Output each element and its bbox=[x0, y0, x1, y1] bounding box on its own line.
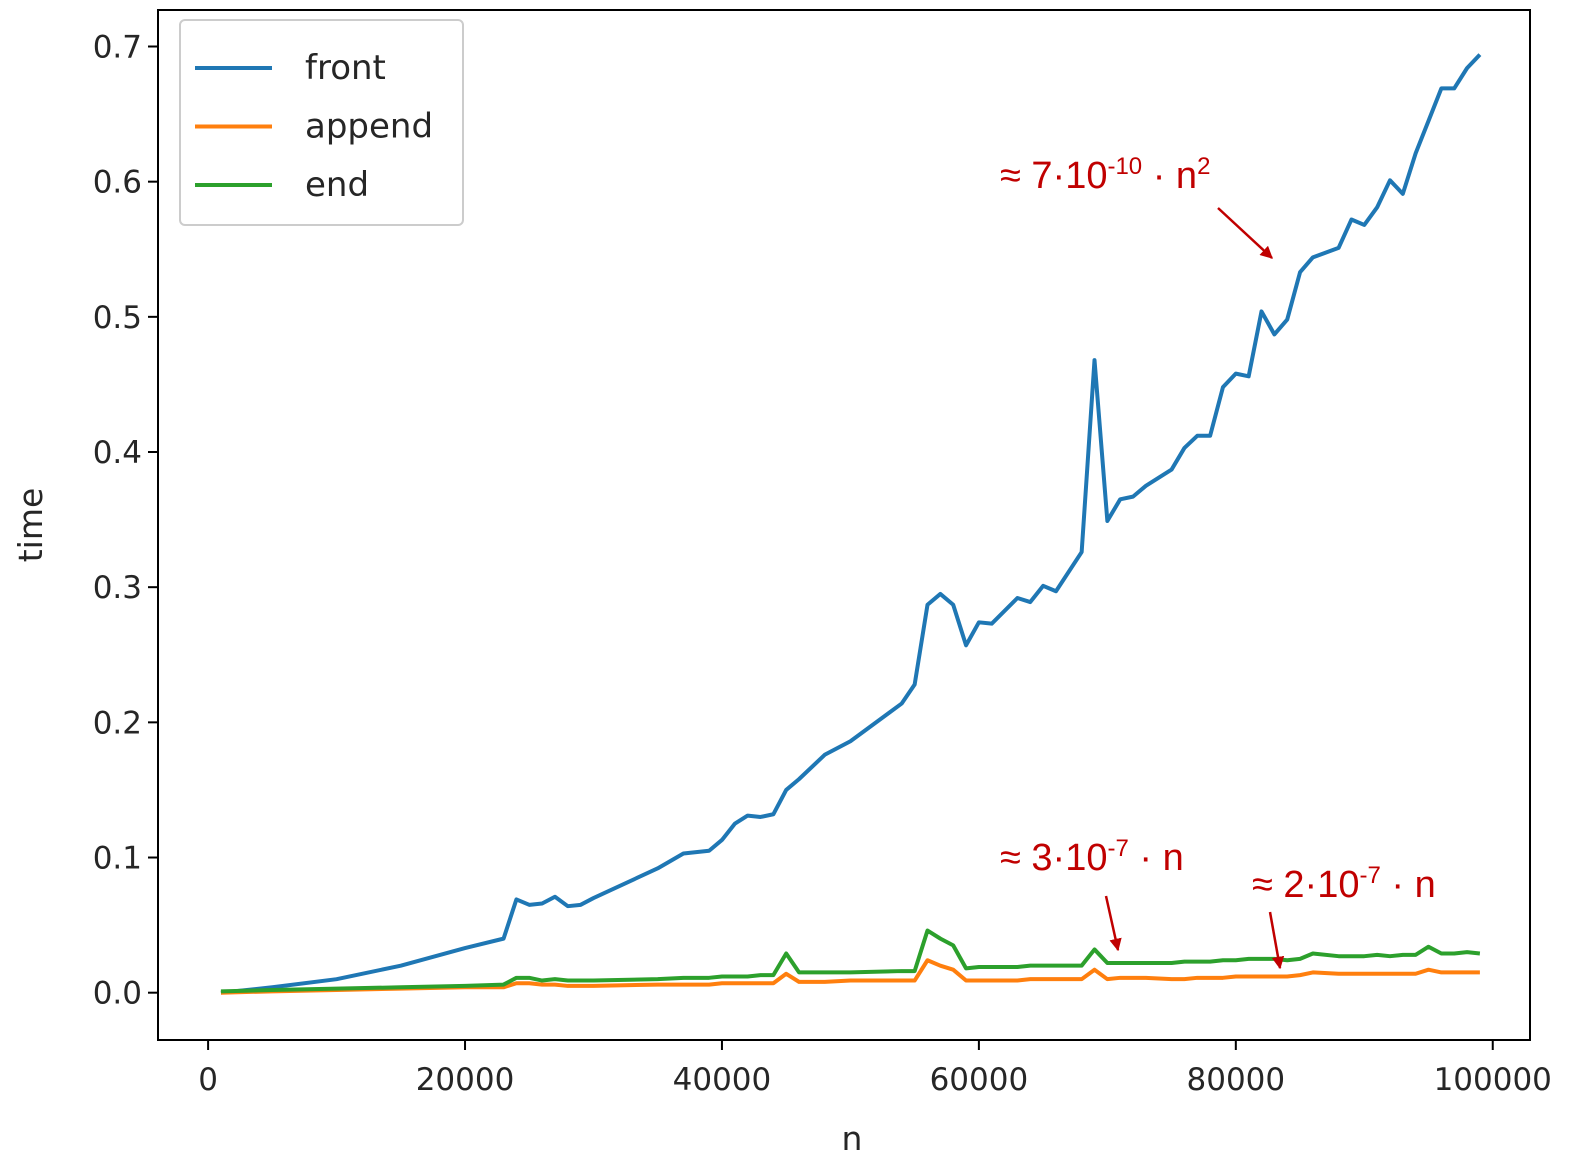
x-tick-label: 100000 bbox=[1434, 1062, 1552, 1098]
legend-label: append bbox=[305, 107, 433, 147]
annotation-arrow bbox=[1217, 207, 1273, 259]
annotation-part: ≈ 7·10 bbox=[1000, 155, 1107, 197]
annotation-part: -7 bbox=[1107, 835, 1128, 862]
y-tick-label: 0.2 bbox=[93, 705, 142, 741]
y-tick-label: 0.4 bbox=[93, 435, 142, 471]
plot-frame bbox=[157, 9, 1531, 1041]
y-axis-label: time bbox=[11, 488, 50, 563]
y-tick-label: 0.7 bbox=[93, 29, 142, 65]
legend-label: end bbox=[305, 165, 369, 205]
annotation: ≈ 2·10-7 · n bbox=[1252, 862, 1436, 906]
y-tick-label: 0.0 bbox=[93, 976, 142, 1012]
x-axis-label: n bbox=[842, 1119, 863, 1158]
annotation-part: · n bbox=[1381, 864, 1436, 906]
legend-label: front bbox=[305, 48, 386, 88]
annotation-part: · n bbox=[1129, 837, 1184, 879]
x-tick-label: 0 bbox=[198, 1062, 218, 1098]
annotation: ≈ 3·10-7 · n bbox=[1000, 835, 1184, 879]
y-tick-label: 0.5 bbox=[93, 300, 142, 336]
series-line bbox=[220, 53, 1482, 995]
x-tick-label: 80000 bbox=[1187, 1062, 1286, 1098]
y-tick-label: 0.3 bbox=[93, 570, 142, 606]
annotation-arrow bbox=[1104, 895, 1122, 952]
annotation-part: 2 bbox=[1197, 153, 1210, 180]
annotation: ≈ 7·10-10 · n2 bbox=[1000, 153, 1210, 197]
series-line bbox=[220, 958, 1480, 995]
x-tick-label: 40000 bbox=[673, 1062, 772, 1098]
annotation-arrow bbox=[1268, 911, 1285, 970]
y-tick-label: 0.6 bbox=[93, 165, 142, 201]
annotation-part: -10 bbox=[1107, 153, 1142, 180]
y-tick-label: 0.1 bbox=[93, 841, 142, 877]
annotation-part: -7 bbox=[1359, 862, 1380, 889]
legend-box bbox=[179, 19, 464, 226]
x-tick-label: 20000 bbox=[416, 1062, 515, 1098]
annotation-part: · n bbox=[1142, 155, 1197, 197]
series-line bbox=[220, 928, 1481, 994]
annotation-part: ≈ 2·10 bbox=[1252, 864, 1359, 906]
x-tick-label: 60000 bbox=[930, 1062, 1029, 1098]
annotation-part: ≈ 3·10 bbox=[1000, 837, 1107, 879]
